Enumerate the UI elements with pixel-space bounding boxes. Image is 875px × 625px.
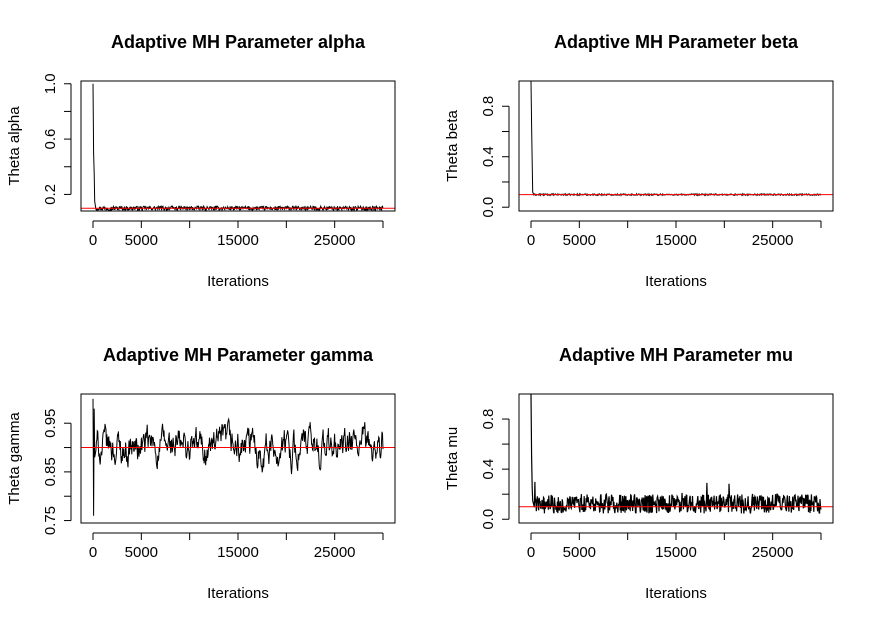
x-tick-label: 15000 <box>217 232 259 249</box>
y-tick-label: 0.8 <box>480 409 497 430</box>
x-axis-0: 0 5000 15000 25000 <box>89 220 384 249</box>
x-tick-label: 5000 <box>125 544 158 561</box>
x-tick-label: 15000 <box>655 232 697 249</box>
plot-frame-1 <box>518 80 834 212</box>
x-tick-label: 0 <box>527 544 535 561</box>
y-tick-label: 0.4 <box>480 146 497 167</box>
x-tick-label: 5000 <box>125 232 158 249</box>
x-tick-label: 25000 <box>314 232 356 249</box>
y-tick-label: 0.0 <box>480 509 497 530</box>
chart-panel-2: 0 5000 15000 25000 0.75 0.85 0.95 Adaptive MH P… <box>6 345 396 602</box>
y-axis-0: 0.2 0.6 1.0 <box>42 73 72 205</box>
y-axis-1: 0.0 0.4 0.8 <box>480 96 510 218</box>
y-axis-3: 0.0 0.4 0.8 <box>480 409 510 530</box>
y-axis-label: Theta mu <box>444 427 461 490</box>
plot-frame-2 <box>80 393 396 524</box>
y-axis-2: 0.75 0.85 0.95 <box>42 409 72 535</box>
x-tick-label: 0 <box>89 232 97 249</box>
chart-panel-3: 0 5000 15000 25000 0.0 0.4 0.8 Adaptive MH Para… <box>444 345 834 602</box>
y-axis-label: Theta gamma <box>6 412 23 505</box>
y-tick-label: 0.95 <box>42 409 59 438</box>
x-axis-label: Iterations <box>207 585 269 602</box>
y-tick-label: 0.8 <box>480 96 497 117</box>
x-tick-label: 0 <box>527 232 535 249</box>
chart-title: Adaptive MH Parameter mu <box>559 345 793 365</box>
y-tick-label: 1.0 <box>42 73 59 94</box>
y-tick-label: 0.2 <box>42 184 59 205</box>
plot-frame-3 <box>518 393 834 524</box>
x-tick-label: 25000 <box>752 232 794 249</box>
trace-line-2 <box>92 398 384 516</box>
x-axis-label: Iterations <box>645 585 707 602</box>
y-tick-label: 0.75 <box>42 506 59 535</box>
x-axis-1: 0 5000 15000 25000 <box>527 220 822 249</box>
y-tick-label: 0.85 <box>42 457 59 486</box>
x-tick-label: 25000 <box>314 544 356 561</box>
chart-title: Adaptive MH Parameter gamma <box>103 345 374 365</box>
x-axis-label: Iterations <box>207 273 269 290</box>
x-tick-label: 5000 <box>563 232 596 249</box>
x-axis-3: 0 5000 15000 25000 <box>527 532 822 561</box>
chart-panel-0: 0 5000 15000 25000 0.2 0.6 1.0 Adaptive MH Para… <box>6 32 396 290</box>
x-tick-label: 15000 <box>217 544 259 561</box>
y-axis-label: Theta alpha <box>6 106 23 186</box>
x-tick-label: 0 <box>89 544 97 561</box>
trace-line-0 <box>92 83 384 213</box>
chart-panel-1: 0 5000 15000 25000 0.0 0.4 0.8 Adaptive MH Para… <box>444 32 834 290</box>
plot-frame-0 <box>80 80 396 212</box>
trace-line-3 <box>530 393 822 514</box>
x-tick-label: 15000 <box>655 544 697 561</box>
x-tick-label: 5000 <box>563 544 596 561</box>
chart-title: Adaptive MH Parameter alpha <box>111 32 366 52</box>
y-tick-label: 0.0 <box>480 197 497 218</box>
chart-title: Adaptive MH Parameter beta <box>554 32 799 52</box>
y-tick-label: 0.4 <box>480 459 497 480</box>
trace-line-1 <box>530 80 822 197</box>
x-axis-label: Iterations <box>645 273 707 290</box>
y-axis-label: Theta beta <box>444 109 461 181</box>
x-axis-2: 0 5000 15000 25000 <box>89 532 384 561</box>
y-tick-label: 0.6 <box>42 129 59 150</box>
x-tick-label: 25000 <box>752 544 794 561</box>
